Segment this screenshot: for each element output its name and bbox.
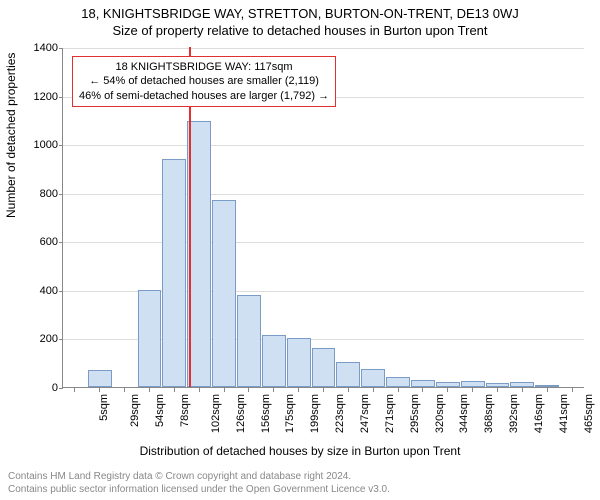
- histogram-bar: [138, 290, 162, 387]
- y-tick-mark: [59, 291, 63, 292]
- y-tick-mark: [59, 339, 63, 340]
- x-tick-mark: [447, 388, 448, 392]
- y-tick-mark: [59, 48, 63, 49]
- x-tick-label: 78sqm: [179, 394, 191, 427]
- y-tick-label: 400: [18, 285, 58, 297]
- x-tick-mark: [398, 388, 399, 392]
- histogram-bar: [237, 295, 261, 387]
- x-tick-label: 416sqm: [533, 394, 545, 433]
- grid-line: [63, 48, 584, 49]
- x-tick-mark: [248, 388, 249, 392]
- x-tick-mark: [547, 388, 548, 392]
- x-tick-mark: [199, 388, 200, 392]
- histogram-bar: [212, 200, 236, 387]
- chart-subtitle: Size of property relative to detached ho…: [0, 21, 600, 38]
- x-tick-mark: [224, 388, 225, 392]
- x-tick-label: 102sqm: [210, 394, 222, 433]
- grid-line: [63, 242, 584, 243]
- annotation-line-2: ← 54% of detached houses are smaller (2,…: [79, 74, 329, 88]
- x-tick-mark: [124, 388, 125, 392]
- x-tick-label: 175sqm: [285, 394, 297, 433]
- annotation-line-3: 46% of semi-detached houses are larger (…: [79, 89, 329, 103]
- x-tick-mark: [572, 388, 573, 392]
- footer-line-2: Contains public sector information licen…: [8, 484, 390, 497]
- x-tick-mark: [422, 388, 423, 392]
- x-tick-label: 223sqm: [334, 394, 346, 433]
- x-axis-title: Distribution of detached houses by size …: [0, 444, 600, 458]
- x-tick-label: 441sqm: [558, 394, 570, 433]
- histogram-bar: [187, 121, 211, 387]
- y-tick-label: 600: [18, 236, 58, 248]
- x-tick-mark: [373, 388, 374, 392]
- x-tick-mark: [174, 388, 175, 392]
- x-tick-mark: [99, 388, 100, 392]
- histogram-bar: [461, 381, 485, 387]
- y-tick-label: 1000: [18, 139, 58, 151]
- histogram-bar: [411, 380, 435, 387]
- y-tick-label: 800: [18, 188, 58, 200]
- x-tick-label: 271sqm: [384, 394, 396, 433]
- x-tick-mark: [497, 388, 498, 392]
- y-tick-label: 1400: [18, 42, 58, 54]
- x-tick-label: 465sqm: [583, 394, 595, 433]
- x-tick-label: 368sqm: [483, 394, 495, 433]
- footer-line-1: Contains HM Land Registry data © Crown c…: [8, 471, 390, 484]
- y-tick-label: 0: [18, 382, 58, 394]
- x-tick-label: 247sqm: [359, 394, 371, 433]
- annotation-box: 18 KNIGHTSBRIDGE WAY: 117sqm ← 54% of de…: [72, 56, 336, 107]
- page-title: 18, KNIGHTSBRIDGE WAY, STRETTON, BURTON-…: [0, 0, 600, 21]
- x-tick-label: 126sqm: [235, 394, 247, 433]
- grid-line: [63, 194, 584, 195]
- x-tick-label: 54sqm: [154, 394, 166, 427]
- x-tick-mark: [323, 388, 324, 392]
- x-tick-mark: [522, 388, 523, 392]
- x-tick-label: 199sqm: [309, 394, 321, 433]
- y-tick-mark: [59, 388, 63, 389]
- y-axis-title: Number of detached properties: [4, 53, 18, 218]
- y-tick-mark: [59, 97, 63, 98]
- x-tick-mark: [348, 388, 349, 392]
- x-tick-label: 295sqm: [409, 394, 421, 433]
- x-tick-mark: [298, 388, 299, 392]
- histogram-bar: [386, 377, 410, 387]
- histogram-bar: [510, 382, 534, 387]
- x-tick-mark: [74, 388, 75, 392]
- histogram-bar: [486, 383, 510, 387]
- x-tick-label: 29sqm: [129, 394, 141, 427]
- histogram-bar: [361, 369, 385, 387]
- footer-attribution: Contains HM Land Registry data © Crown c…: [8, 471, 390, 496]
- y-tick-mark: [59, 242, 63, 243]
- y-tick-label: 1200: [18, 91, 58, 103]
- x-tick-label: 5sqm: [98, 394, 110, 421]
- x-tick-label: 320sqm: [434, 394, 446, 433]
- histogram-bar: [436, 382, 460, 387]
- histogram-bar: [162, 159, 186, 387]
- histogram-bar: [312, 348, 336, 387]
- histogram-bar: [262, 335, 286, 387]
- y-tick-mark: [59, 145, 63, 146]
- y-tick-label: 200: [18, 333, 58, 345]
- chart-container: 18, KNIGHTSBRIDGE WAY, STRETTON, BURTON-…: [0, 0, 600, 500]
- y-tick-mark: [59, 194, 63, 195]
- histogram-bar: [287, 338, 311, 387]
- histogram-bar: [336, 362, 360, 388]
- annotation-line-1: 18 KNIGHTSBRIDGE WAY: 117sqm: [79, 60, 329, 74]
- x-tick-label: 344sqm: [459, 394, 471, 433]
- x-tick-label: 392sqm: [508, 394, 520, 433]
- x-tick-label: 156sqm: [260, 394, 272, 433]
- grid-line: [63, 145, 584, 146]
- x-tick-mark: [472, 388, 473, 392]
- histogram-bar: [535, 385, 559, 387]
- x-tick-mark: [273, 388, 274, 392]
- histogram-bar: [88, 370, 112, 387]
- x-tick-mark: [149, 388, 150, 392]
